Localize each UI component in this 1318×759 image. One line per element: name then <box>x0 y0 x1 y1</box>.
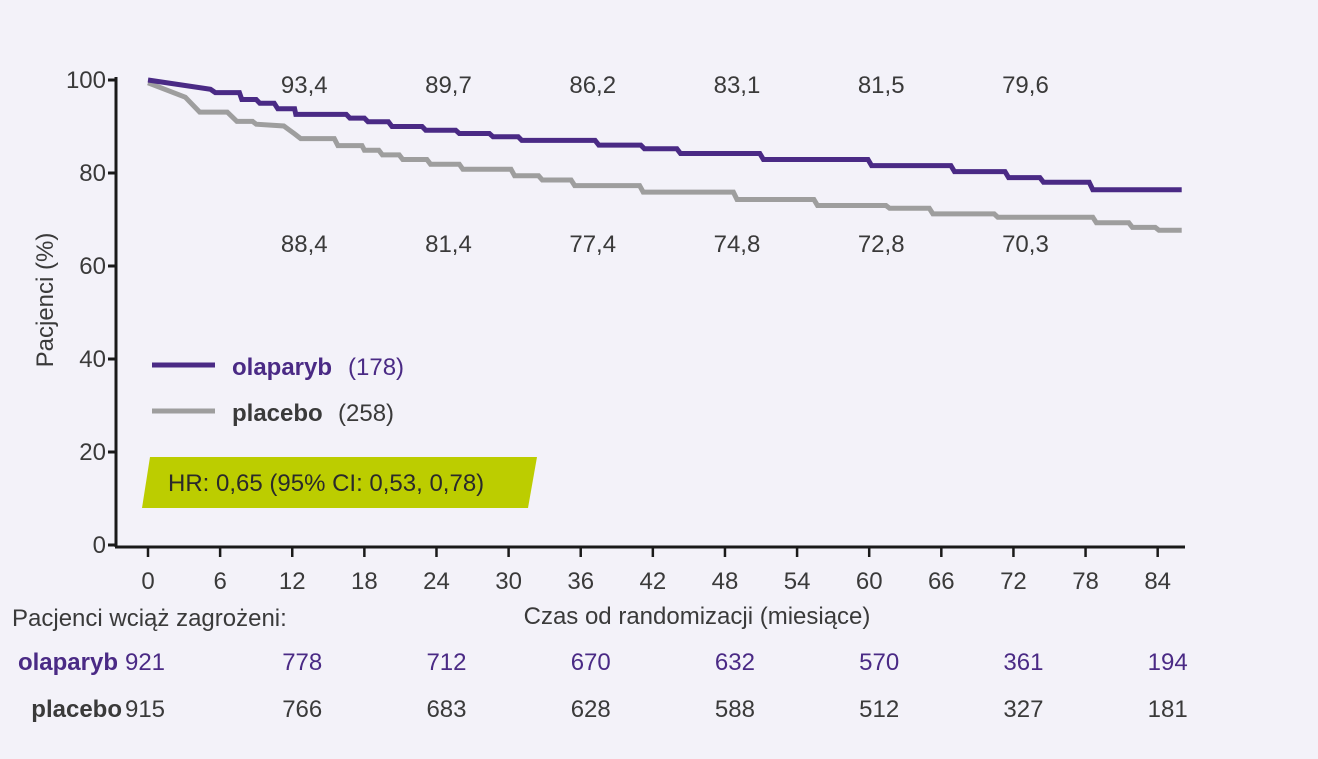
risk-value-placebo: 915 <box>125 696 165 723</box>
y-tick-label: 80 <box>79 160 106 187</box>
x-tick-label: 42 <box>639 568 666 595</box>
risk-value-olaparyb: 194 <box>1148 649 1188 676</box>
annotation-olaparyb: 89,7 <box>425 72 472 99</box>
risk-row-label-placebo: placebo <box>31 696 122 723</box>
annotation-placebo: 70,3 <box>1002 231 1049 258</box>
risk-value-placebo: 628 <box>571 696 611 723</box>
legend: olaparyb (178) placebo (258) <box>152 354 404 427</box>
x-tick-label: 0 <box>141 568 154 595</box>
y-tick-label: 0 <box>93 532 106 559</box>
risk-row-label-olaparyb: olaparyb <box>18 649 118 676</box>
risk-values: 921 778 712 670 632 570 361 194 915 766 683 628 588 5… <box>125 649 1188 723</box>
annotation-olaparyb: 86,2 <box>569 72 616 99</box>
y-axis-title: Pacjenci (%) <box>32 233 59 368</box>
annotation-placebo: 88,4 <box>281 231 328 258</box>
legend-count-olaparyb: (178) <box>348 354 404 381</box>
y-tick-label: 60 <box>79 253 106 280</box>
x-axis: 0 6 12 18 24 30 36 42 48 54 60 66 72 78 84 <box>115 545 1185 595</box>
x-tick-label: 48 <box>712 568 739 595</box>
legend-label-olaparyb: olaparyb <box>232 354 332 381</box>
annotation-olaparyb: 81,5 <box>858 72 905 99</box>
annotation-placebo: 81,4 <box>425 231 472 258</box>
risk-value-placebo: 588 <box>715 696 755 723</box>
x-tick-label: 84 <box>1144 568 1171 595</box>
risk-value-olaparyb: 361 <box>1003 649 1043 676</box>
x-tick-label: 66 <box>928 568 955 595</box>
x-tick-label: 72 <box>1000 568 1027 595</box>
x-tick-label: 60 <box>856 568 883 595</box>
x-tick-label: 6 <box>213 568 226 595</box>
annotation-olaparyb: 83,1 <box>714 72 761 99</box>
hr-label: HR: 0,65 (95% CI: 0,53, 0,78) <box>168 470 484 497</box>
risk-value-olaparyb: 632 <box>715 649 755 676</box>
risk-value-placebo: 766 <box>282 696 322 723</box>
x-tick-label: 36 <box>567 568 594 595</box>
annotation-placebo: 74,8 <box>714 231 761 258</box>
curve-annotations: 93,4 89,7 86,2 83,1 81,5 79,6 88,4 81,4 77,4 74,8… <box>281 72 1049 258</box>
x-tick-label: 78 <box>1072 568 1099 595</box>
x-axis-title: Czas od randomizacji (miesiące) <box>524 603 871 630</box>
legend-label-placebo: placebo <box>232 400 323 427</box>
risk-value-placebo: 181 <box>1148 696 1188 723</box>
annotation-placebo: 72,8 <box>858 231 905 258</box>
x-tick-label: 24 <box>423 568 450 595</box>
risk-value-olaparyb: 712 <box>426 649 466 676</box>
y-axis: 0 20 40 60 80 100 <box>66 67 118 559</box>
annotation-olaparyb: 93,4 <box>281 72 328 99</box>
risk-value-olaparyb: 570 <box>859 649 899 676</box>
curve-olaparyb <box>147 77 1182 193</box>
x-tick-label: 18 <box>351 568 378 595</box>
legend-count-placebo: (258) <box>338 400 394 427</box>
risk-table-title: Pacjenci wciąż zagrożeni: <box>12 605 287 632</box>
y-tick-label: 100 <box>66 67 106 94</box>
annotation-olaparyb: 79,6 <box>1002 72 1049 99</box>
risk-value-placebo: 683 <box>426 696 466 723</box>
curve-placebo <box>147 80 1182 233</box>
risk-value-olaparyb: 778 <box>282 649 322 676</box>
risk-value-olaparyb: 670 <box>571 649 611 676</box>
risk-value-placebo: 512 <box>859 696 899 723</box>
hr-box-background <box>142 457 537 508</box>
y-tick-label: 20 <box>79 439 106 466</box>
hr-box: HR: 0,65 (95% CI: 0,53, 0,78) <box>142 457 537 508</box>
risk-value-olaparyb: 921 <box>125 649 165 676</box>
risk-value-placebo: 327 <box>1003 696 1043 723</box>
y-tick-label: 40 <box>79 346 106 373</box>
survival-curves <box>147 77 1182 233</box>
x-tick-label: 30 <box>495 568 522 595</box>
risk-table: Pacjenci wciąż zagrożeni: olaparyb place… <box>12 605 1188 723</box>
x-tick-label: 54 <box>784 568 811 595</box>
annotation-placebo: 77,4 <box>569 231 616 258</box>
x-tick-label: 12 <box>279 568 306 595</box>
